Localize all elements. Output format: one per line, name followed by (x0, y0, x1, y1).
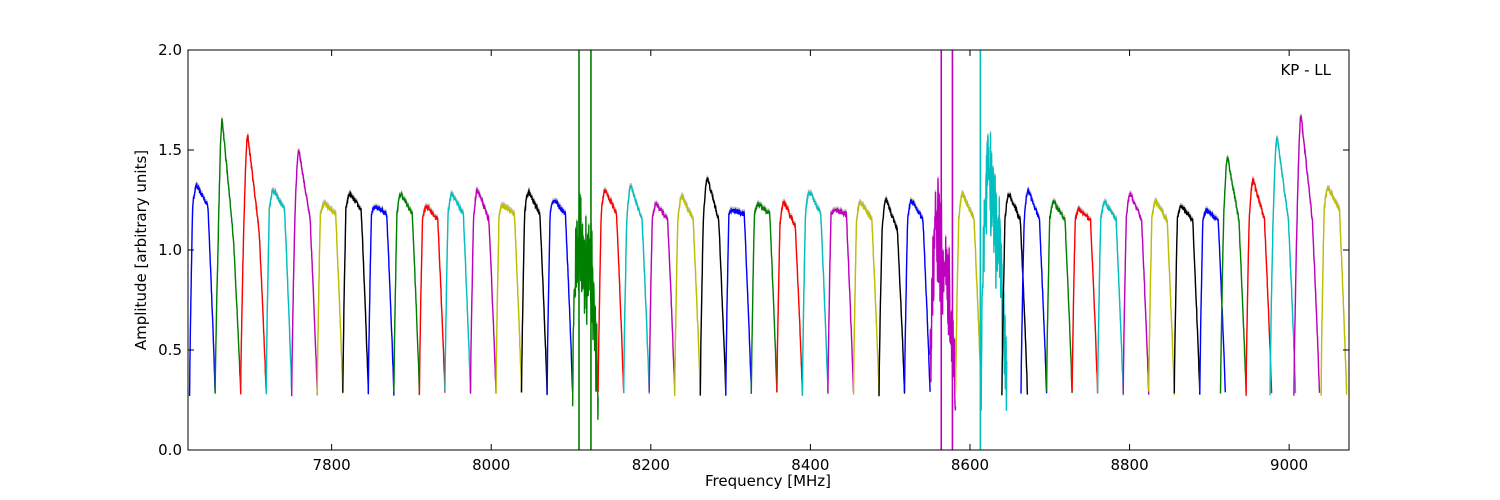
series-line-8 (367, 205, 395, 396)
series-line-38 (1122, 191, 1150, 395)
series-line-1 (188, 182, 216, 397)
series-line-44 (1269, 136, 1297, 396)
series-line-12 (469, 188, 497, 394)
series-line-16 (571, 194, 599, 420)
series-line-9 (393, 190, 421, 396)
x-tick-label: 8000 (472, 456, 510, 474)
x-tick-label: 8400 (791, 456, 829, 474)
series-line-11 (444, 192, 472, 392)
series-line-23 (750, 201, 778, 394)
series-line-10 (418, 203, 446, 394)
x-tick-label: 8600 (951, 456, 989, 474)
series-line-29 (903, 199, 931, 392)
series-line-20 (674, 193, 701, 397)
series-line-34 (1020, 187, 1048, 394)
series-line-18 (623, 184, 650, 394)
baseline-annotation: KP - LL (1280, 61, 1331, 79)
series-line-43 (1245, 177, 1273, 396)
series-line-39 (1148, 199, 1175, 396)
y-tick-label: 2.0 (158, 41, 182, 59)
series-line-17 (597, 189, 625, 393)
series-line-25 (801, 190, 829, 396)
series-line-35 (1045, 199, 1073, 394)
y-tick-label: 0.0 (158, 441, 182, 459)
y-tick-label: 0.5 (158, 341, 182, 359)
series-line-5 (291, 148, 318, 397)
series-line-28 (878, 197, 906, 397)
series-line-6 (316, 200, 344, 395)
series-line-37 (1096, 199, 1124, 396)
series-line-46 (1320, 186, 1348, 396)
series-line-26 (827, 207, 855, 393)
series-line-13 (495, 203, 523, 394)
series-line-42 (1219, 156, 1247, 394)
x-tick-label: 7800 (313, 456, 351, 474)
y-tick-label: 1.5 (158, 141, 182, 159)
series-line-15 (546, 199, 574, 396)
series-line-40 (1173, 204, 1201, 395)
series-layer (188, 50, 1348, 450)
series-line-21 (699, 177, 727, 396)
series-line-2 (214, 118, 242, 394)
y-tick-label: 1.0 (158, 241, 182, 259)
series-line-45 (1293, 114, 1321, 396)
series-line-24 (776, 200, 804, 396)
tick-layer: 7800 8000 8200 8400 8600 8800 9000 0.0 0.5 1.0 1.5… (158, 41, 1349, 474)
series-line-36 (1071, 206, 1099, 394)
series-line-14 (520, 187, 548, 395)
series-line-41 (1199, 208, 1226, 394)
x-axis-label: Frequency [MHz] (705, 472, 831, 490)
series-line-3 (240, 134, 267, 395)
series-line-7 (342, 190, 369, 393)
series-line-31 (954, 192, 982, 395)
x-tick-label: 8800 (1110, 456, 1148, 474)
y-axis-label: Amplitude [arbitrary units] (132, 150, 150, 350)
x-tick-label: 8200 (632, 456, 670, 474)
x-tick-label: 9000 (1270, 456, 1308, 474)
series-line-19 (648, 201, 676, 394)
series-line-22 (725, 206, 752, 396)
series-line-30 (929, 178, 957, 411)
series-line-4 (265, 188, 293, 395)
series-line-27 (852, 200, 880, 396)
